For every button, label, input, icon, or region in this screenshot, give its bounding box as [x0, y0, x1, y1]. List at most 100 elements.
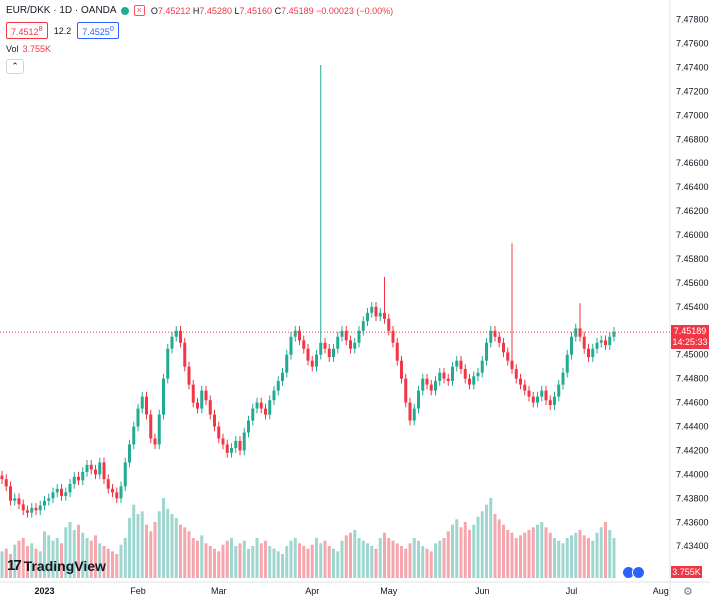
- candle-body: [276, 381, 280, 391]
- y-tick-label: 7.44400: [676, 422, 709, 432]
- candle-body: [400, 360, 403, 379]
- candle-body: [421, 378, 425, 391]
- tradingview-logo[interactable]: 17 TradingView: [7, 557, 106, 574]
- candle-body: [451, 366, 454, 382]
- volume-bar: [455, 519, 459, 578]
- close-icon[interactable]: ×: [133, 5, 145, 16]
- volume-bar: [536, 524, 539, 578]
- candle-body: [438, 372, 442, 382]
- volume-bar: [425, 548, 429, 578]
- candle-body: [43, 500, 46, 506]
- volume-bar: [527, 530, 531, 578]
- y-tick-label: 7.44200: [676, 445, 709, 455]
- volume-bar: [463, 522, 467, 578]
- y-tick-label: 7.45000: [676, 350, 709, 360]
- volume-bar: [85, 538, 89, 578]
- candle-body: [506, 352, 510, 361]
- candle-body: [429, 384, 433, 391]
- candle-body: [119, 486, 123, 499]
- candle-body: [268, 400, 272, 415]
- volume-bar: [519, 535, 522, 578]
- volume-bar: [302, 546, 306, 578]
- candle-body: [553, 396, 556, 405]
- volume-bar: [604, 522, 607, 578]
- candle-body: [612, 331, 616, 337]
- volume-bar: [544, 527, 548, 578]
- y-tick-label: 7.47600: [676, 39, 709, 49]
- candle-body: [285, 354, 289, 373]
- volume-bar: [272, 548, 276, 578]
- volume-bar: [102, 546, 106, 578]
- volume-bar: [9, 554, 12, 578]
- candle-body: [30, 507, 34, 513]
- volume-bar: [276, 551, 280, 578]
- candle-body: [370, 306, 374, 313]
- candle-body: [544, 390, 548, 401]
- candle-body: [344, 330, 348, 341]
- volume-bar: [451, 524, 454, 578]
- volume-bar: [429, 551, 433, 578]
- symbol-title[interactable]: EUR/DKK · 1D · OANDA: [6, 5, 117, 16]
- volume-bar: [174, 518, 178, 578]
- y-tick-label: 7.46000: [676, 230, 709, 240]
- buy-button[interactable]: 7.45250: [77, 22, 119, 39]
- tradingview-text: TradingView: [23, 557, 106, 574]
- collapse-icon[interactable]: ⌃: [6, 59, 24, 74]
- x-tick-label: Mar: [211, 586, 227, 596]
- volume-bar: [221, 544, 225, 578]
- candle-body: [298, 330, 301, 341]
- volume-bar: [476, 516, 480, 578]
- candle-body: [531, 396, 535, 403]
- candle-body: [332, 348, 335, 358]
- volume-bar: [213, 548, 216, 578]
- volume-bar: [204, 543, 208, 578]
- candle-body: [166, 348, 170, 379]
- volume-bar: [132, 504, 136, 578]
- candle-body: [395, 342, 399, 361]
- volume-bar: [472, 524, 476, 578]
- candle-body: [64, 492, 68, 496]
- candle-body: [302, 340, 306, 349]
- volume-bar: [353, 530, 357, 578]
- candle-body: [408, 402, 412, 421]
- candle-body: [162, 378, 165, 415]
- candle-body: [591, 348, 595, 358]
- candle-body: [459, 360, 463, 370]
- volume-bar: [502, 524, 505, 578]
- volume-bar: [506, 530, 510, 578]
- tradingview-mark-icon: 17: [7, 557, 22, 574]
- sell-button[interactable]: 7.45128: [6, 22, 48, 39]
- volume-bar: [561, 543, 565, 578]
- gear-icon[interactable]: ⚙: [683, 586, 693, 598]
- volume-bar: [191, 538, 195, 578]
- volume-bar: [383, 532, 386, 578]
- volume-bar: [13, 544, 17, 578]
- candle-body: [208, 400, 212, 415]
- y-tick-label: 7.45600: [676, 278, 709, 288]
- candle-body: [72, 476, 76, 484]
- candle-body: [145, 396, 148, 415]
- volume-bar: [77, 524, 80, 578]
- candle-body: [0, 475, 4, 480]
- volume-bar: [378, 538, 382, 578]
- volume-bar: [400, 546, 403, 578]
- volume-legend-value: 3.755K: [22, 44, 52, 54]
- candle-body: [47, 498, 51, 501]
- candle-body: [264, 408, 267, 415]
- candle-body: [179, 330, 182, 343]
- y-tick-label: 7.44800: [676, 374, 709, 384]
- candle-body: [174, 330, 178, 337]
- indicator-circle-icon: [632, 566, 645, 579]
- volume-bar: [344, 535, 348, 578]
- candle-body: [4, 479, 8, 487]
- volume-bar: [68, 522, 72, 578]
- candle-body: [157, 414, 161, 445]
- y-tick-label: 7.43800: [676, 493, 709, 503]
- candle-body: [604, 340, 607, 346]
- volume-bar: [115, 554, 119, 578]
- volume-bar: [514, 538, 518, 578]
- candle-body: [238, 440, 242, 451]
- volume-bar: [417, 540, 420, 578]
- candle-body: [234, 440, 238, 449]
